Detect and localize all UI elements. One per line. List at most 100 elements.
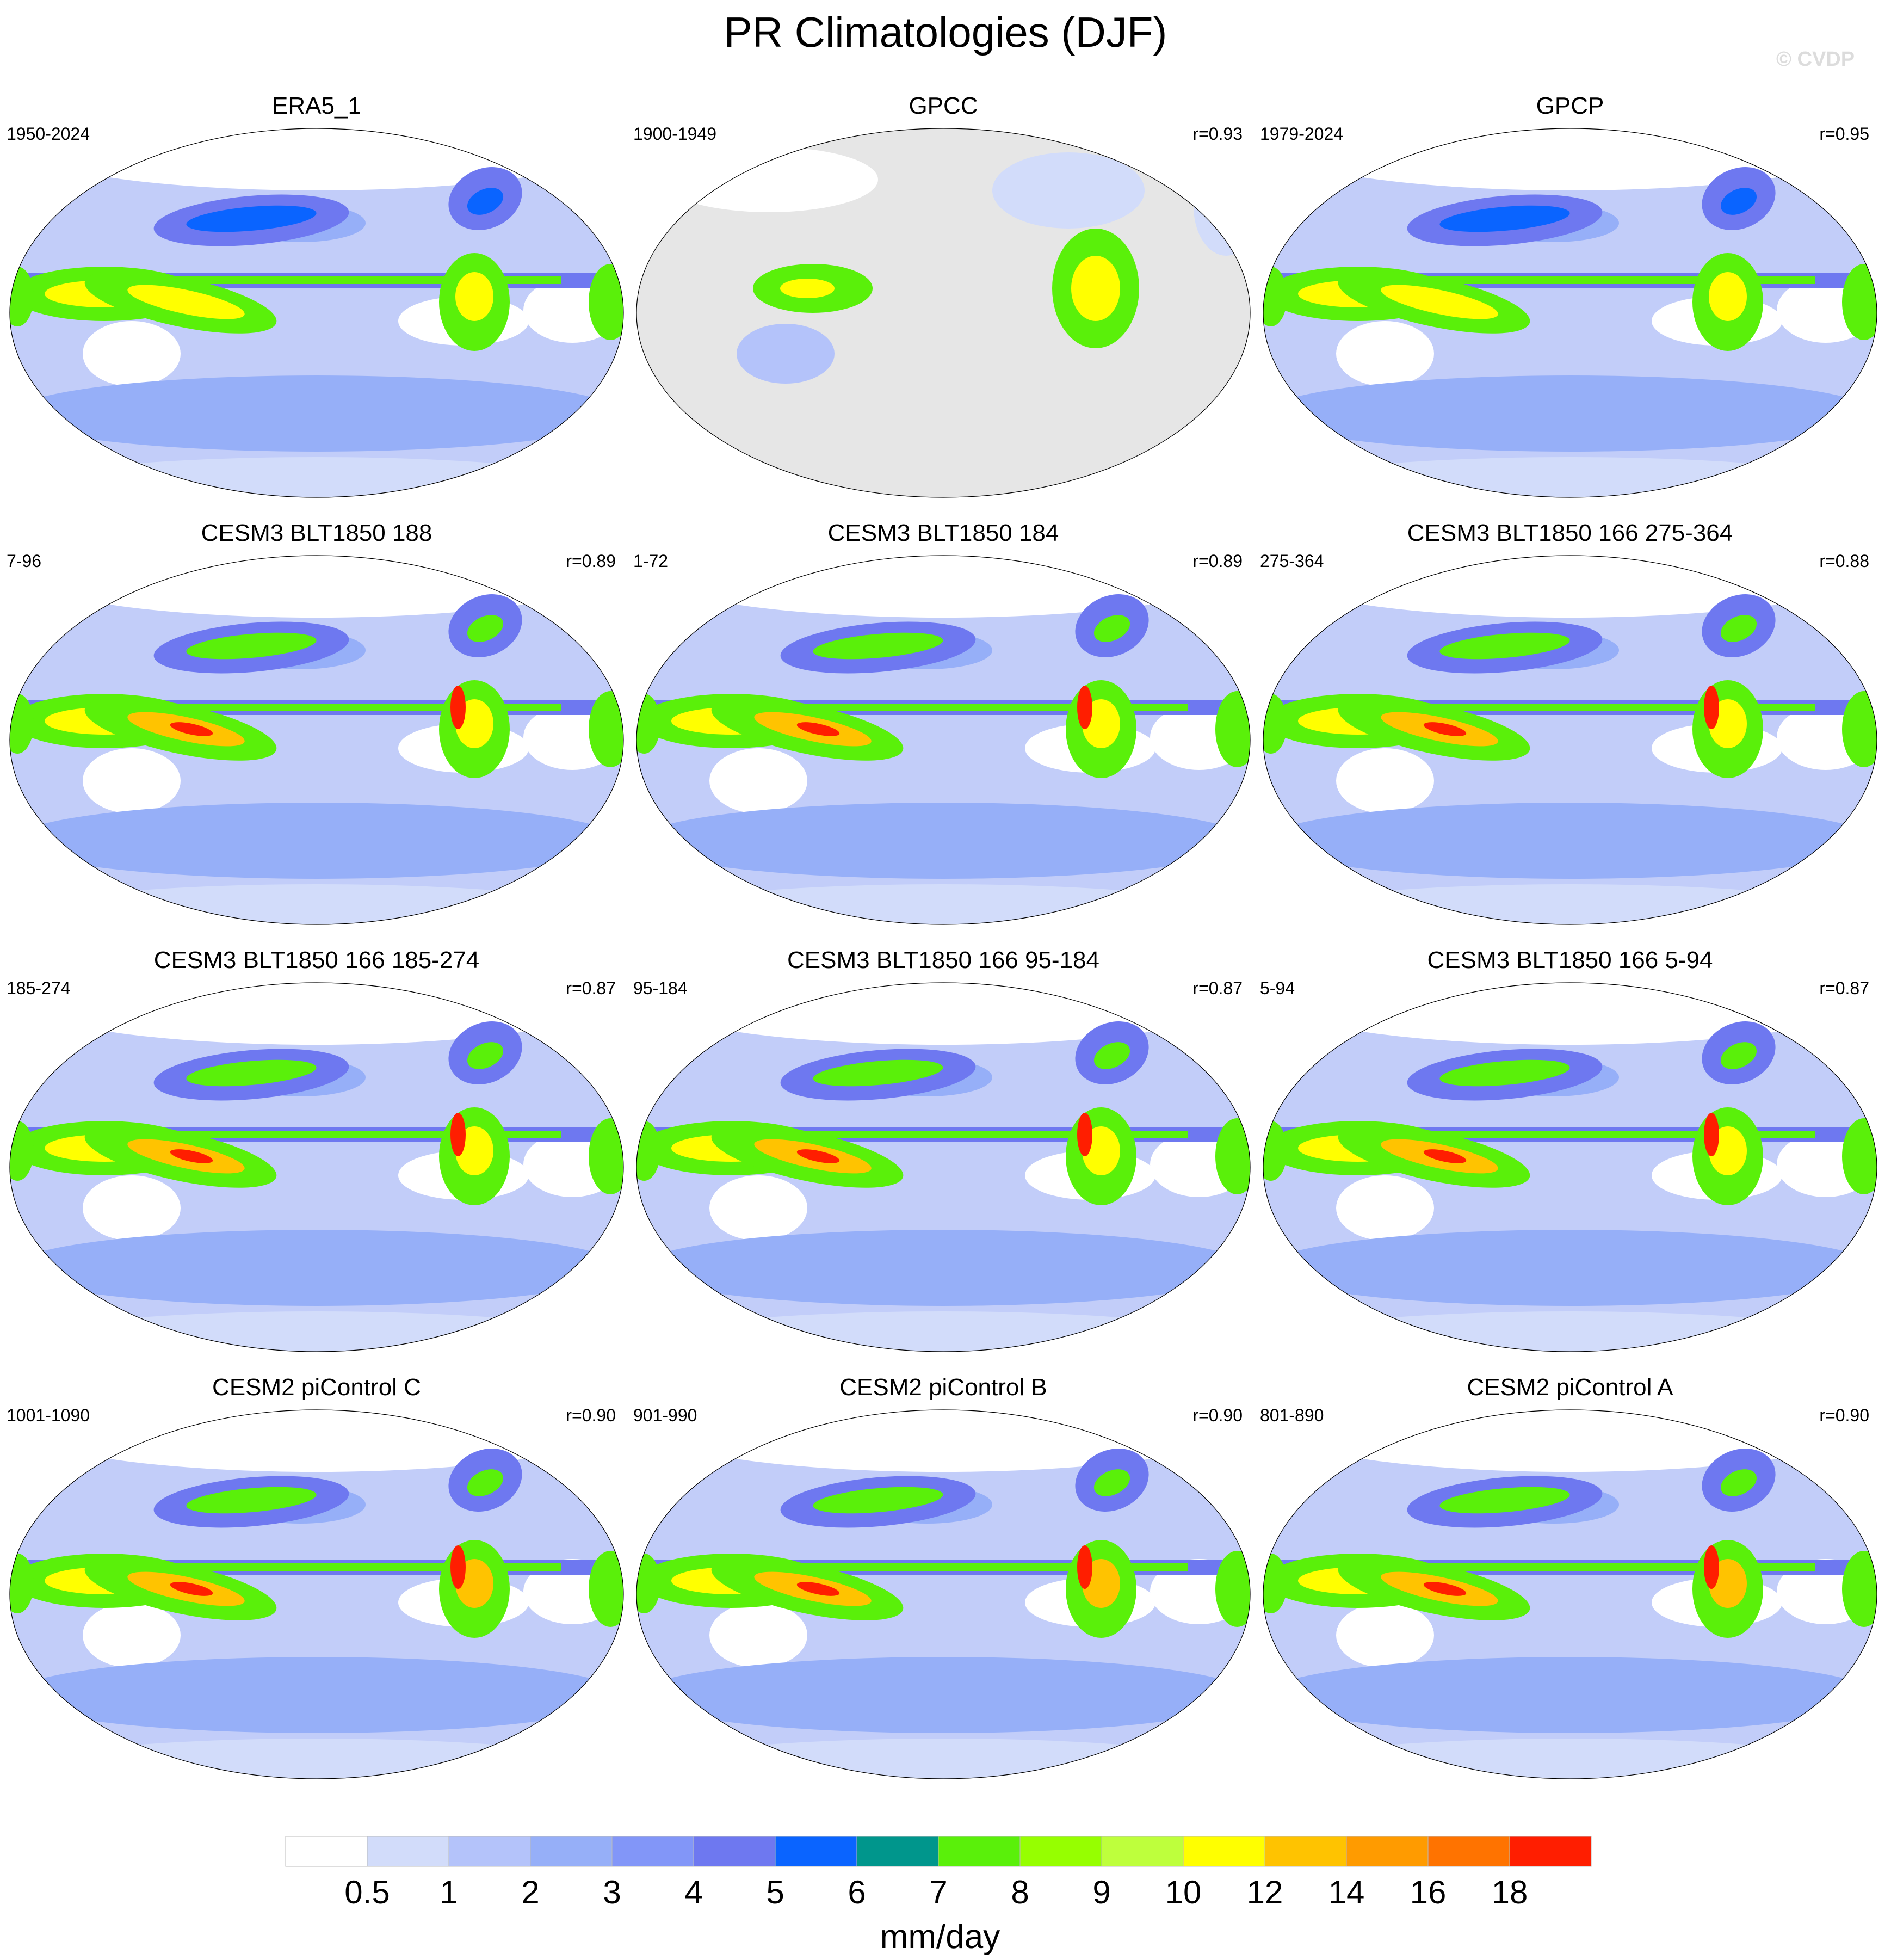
colorbar-swatch <box>367 1836 449 1867</box>
colorbar-swatch <box>530 1836 613 1867</box>
colorbar-swatch <box>938 1836 1021 1867</box>
colorbar-swatch <box>693 1836 776 1867</box>
globe-outline <box>636 982 1251 1352</box>
map-panel: CESM3 BLT1850 184 1-72 r=0.89 <box>633 520 1253 944</box>
antarctic-band <box>639 1739 1248 1779</box>
panel-period: 7-96 <box>7 551 42 571</box>
africa-west-edge <box>1263 267 1287 326</box>
map-panel: CESM3 BLT1850 166 185-274 185-274 r=0.87 <box>7 947 627 1371</box>
southern-ocean-band <box>1265 1230 1875 1306</box>
maritime-core <box>780 279 835 298</box>
precip-map <box>1263 555 1877 925</box>
spcz-peak <box>170 722 213 736</box>
arctic-dry <box>12 556 621 618</box>
arctic-dry <box>12 1410 621 1472</box>
panel-correlation: r=0.89 <box>1192 551 1243 571</box>
africa-west-edge <box>10 1121 34 1181</box>
andes-peak <box>1704 686 1719 729</box>
map-panel: CESM2 piControl B 901-990 r=0.90 <box>633 1374 1253 1798</box>
north-atlantic-core <box>1720 1469 1757 1496</box>
spcz-peak <box>796 1582 840 1596</box>
spcz-core <box>1381 285 1498 319</box>
colorbar-swatch <box>448 1836 531 1867</box>
arctic-dry <box>639 983 1248 1045</box>
panel-period: 1979-2024 <box>1260 124 1344 144</box>
panel-title: CESM2 piControl B <box>839 1374 1047 1401</box>
precip-map <box>1263 982 1877 1352</box>
map-panel: CESM3 BLT1850 166 95-184 95-184 r=0.87 <box>633 947 1253 1371</box>
antarctic-band <box>12 884 621 924</box>
colorbar-swatch <box>1427 1836 1510 1867</box>
southern-ocean-band <box>1265 803 1875 879</box>
southern-ocean-band <box>12 1657 621 1733</box>
north-atlantic-core <box>1093 615 1130 642</box>
north-pacific-core <box>1439 1487 1570 1514</box>
andes-peak <box>1077 1545 1092 1589</box>
globe-outline <box>9 128 624 498</box>
arctic-dry <box>12 128 621 190</box>
antarctic-band <box>12 1311 621 1352</box>
panel-period: 5-94 <box>1260 978 1295 998</box>
globe-outline <box>636 1409 1251 1779</box>
map-panel: ERA5_1 1950-2024 <box>7 93 627 517</box>
precip-map <box>1263 1409 1877 1779</box>
map-panel: CESM2 piControl C 1001-1090 r=0.90 <box>7 1374 627 1798</box>
globe-outline <box>9 1409 624 1779</box>
arctic-dry <box>1265 983 1875 1045</box>
colorbar-tick-label: 5 <box>766 1874 784 1910</box>
panel-period: 1900-1949 <box>633 124 717 144</box>
globe-outline <box>1263 555 1877 925</box>
southern-ocean-band <box>1265 375 1875 452</box>
australia-precip <box>737 324 835 384</box>
spcz-peak <box>796 1149 840 1163</box>
southern-ocean-band <box>639 1230 1248 1306</box>
north-pacific-core <box>1439 632 1570 660</box>
southern-ocean-band <box>1265 1657 1875 1733</box>
precip-map <box>636 555 1251 925</box>
australia-dry <box>83 1175 181 1241</box>
colorbar-tick-label: 10 <box>1165 1874 1202 1910</box>
panel-title: CESM3 BLT1850 166 275-364 <box>1407 520 1733 546</box>
southern-ocean-band <box>12 803 621 879</box>
colorbar-tick-label: 6 <box>848 1874 866 1910</box>
colorbar-tick-label: 14 <box>1328 1874 1365 1910</box>
andes-peak <box>1077 686 1092 729</box>
precip-map <box>636 128 1251 498</box>
panel-correlation: r=0.93 <box>1192 124 1243 144</box>
panel-correlation: r=0.88 <box>1819 551 1869 571</box>
colorbar-swatch <box>1101 1836 1184 1867</box>
spcz-peak <box>170 1582 213 1596</box>
antarctic-band <box>12 457 621 497</box>
north-pacific-core <box>1439 205 1570 232</box>
africa-west-edge <box>1263 1554 1287 1613</box>
map-panel: CESM3 BLT1850 166 275-364 275-364 r=0.88 <box>1260 520 1880 944</box>
asia-precip <box>660 147 878 212</box>
colorbar-swatch <box>1183 1836 1265 1867</box>
arctic-dry <box>639 1410 1248 1472</box>
map-panel: CESM2 piControl A 801-890 r=0.90 <box>1260 1374 1880 1798</box>
africa-west-edge <box>636 694 660 754</box>
colorbar-tick-label: 4 <box>684 1874 702 1910</box>
globe-outline <box>636 128 1251 498</box>
antarctic-band <box>639 884 1248 924</box>
panel-title: CESM3 BLT1850 166 5-94 <box>1427 947 1713 973</box>
andes-peak <box>450 1113 466 1156</box>
colorbar-swatch <box>1346 1836 1429 1867</box>
australia-dry <box>709 1602 807 1668</box>
australia-dry <box>1336 1602 1434 1668</box>
colorbar-swatch <box>1019 1836 1102 1867</box>
amazon-core <box>1709 272 1747 321</box>
panel-title: CESM3 BLT1850 188 <box>201 520 432 546</box>
panel-correlation: r=0.87 <box>1819 978 1869 998</box>
panel-correlation: r=0.90 <box>1192 1406 1243 1425</box>
panel-title: GPCC <box>909 93 978 119</box>
panel-correlation: r=0.95 <box>1819 124 1869 144</box>
north-pacific-core <box>1439 1059 1570 1087</box>
figure-title: PR Climatologies (DJF) <box>724 8 1167 56</box>
precip-map <box>9 982 624 1352</box>
panel-correlation: r=0.90 <box>566 1406 616 1425</box>
precip-map <box>1263 128 1877 498</box>
north-atlantic-core <box>1720 1042 1757 1069</box>
precip-map <box>636 1409 1251 1779</box>
colorbar-swatch <box>611 1836 694 1867</box>
